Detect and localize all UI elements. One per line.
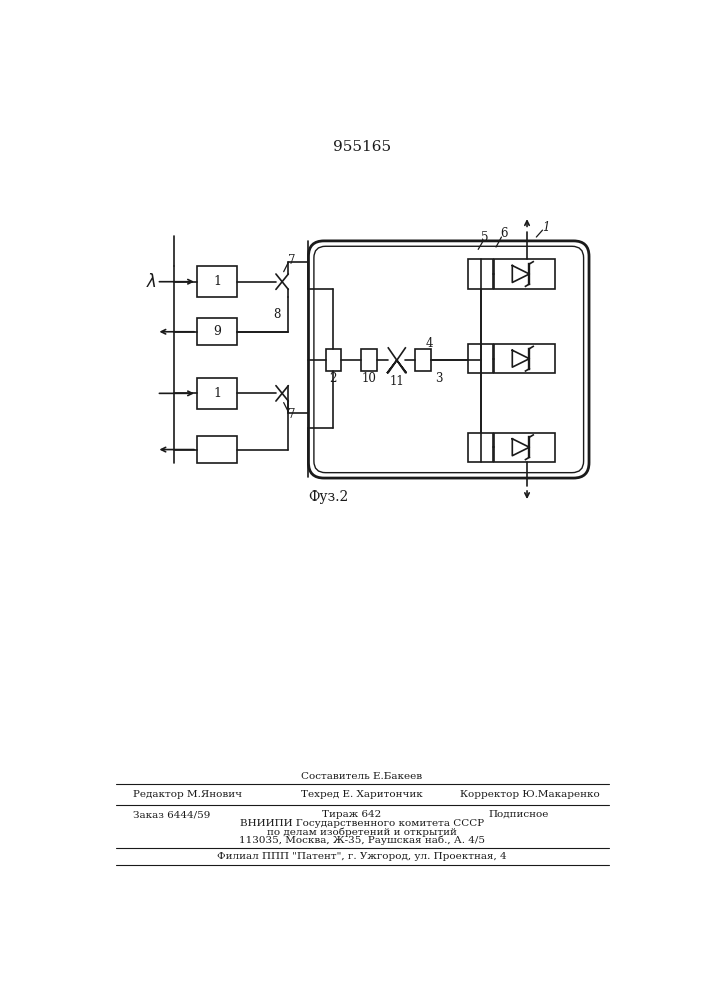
FancyBboxPatch shape [197, 436, 237, 463]
Polygon shape [513, 266, 530, 282]
Text: 7: 7 [288, 408, 296, 421]
Text: 10: 10 [361, 372, 376, 385]
Text: 3: 3 [435, 372, 443, 385]
Text: Тираж 642: Тираж 642 [322, 810, 382, 819]
Text: 8: 8 [273, 308, 281, 321]
Text: Фуз.2: Фуз.2 [308, 490, 349, 504]
Text: 113035, Москва, Ж-35, Раушская наб., А. 4/5: 113035, Москва, Ж-35, Раушская наб., А. … [239, 836, 485, 845]
Text: Заказ 6444/59: Заказ 6444/59 [134, 810, 211, 819]
Text: Подписное: Подписное [489, 810, 549, 819]
FancyBboxPatch shape [494, 259, 555, 289]
Text: 5: 5 [481, 231, 489, 244]
FancyBboxPatch shape [197, 318, 237, 345]
FancyBboxPatch shape [494, 433, 555, 462]
Text: ВНИИПИ Государственного комитета СССР: ВНИИПИ Государственного комитета СССР [240, 819, 484, 828]
FancyBboxPatch shape [197, 266, 237, 297]
Text: 1: 1 [542, 221, 549, 234]
Text: 1: 1 [213, 275, 221, 288]
Text: 9: 9 [213, 325, 221, 338]
FancyBboxPatch shape [468, 433, 493, 462]
Text: Редактор М.Янович: Редактор М.Янович [133, 790, 242, 799]
Text: 2: 2 [329, 372, 337, 385]
Text: 11: 11 [390, 375, 404, 388]
Polygon shape [513, 439, 530, 456]
FancyBboxPatch shape [494, 344, 555, 373]
FancyBboxPatch shape [468, 259, 493, 289]
Text: по делам изобретений и открытий: по делам изобретений и открытий [267, 828, 457, 837]
FancyBboxPatch shape [416, 349, 431, 371]
Text: Составитель Е.Бакеев: Составитель Е.Бакеев [301, 772, 423, 781]
Text: Техред Е. Харитончик: Техред Е. Харитончик [301, 790, 423, 799]
FancyBboxPatch shape [197, 378, 237, 409]
FancyBboxPatch shape [325, 349, 341, 371]
FancyBboxPatch shape [308, 241, 589, 478]
Polygon shape [513, 350, 530, 367]
Text: 6: 6 [500, 227, 508, 240]
Text: $\lambda$: $\lambda$ [146, 273, 158, 291]
Text: 4: 4 [426, 337, 433, 350]
FancyBboxPatch shape [361, 349, 377, 371]
FancyBboxPatch shape [468, 344, 493, 373]
Text: Филиал ППП "Патент", г. Ужгород, ул. Проектная, 4: Филиал ППП "Патент", г. Ужгород, ул. Про… [217, 852, 507, 861]
Text: Корректор Ю.Макаренко: Корректор Ю.Макаренко [460, 790, 600, 799]
Text: 955165: 955165 [333, 140, 391, 154]
Text: 1: 1 [213, 387, 221, 400]
Text: 7: 7 [288, 254, 296, 267]
